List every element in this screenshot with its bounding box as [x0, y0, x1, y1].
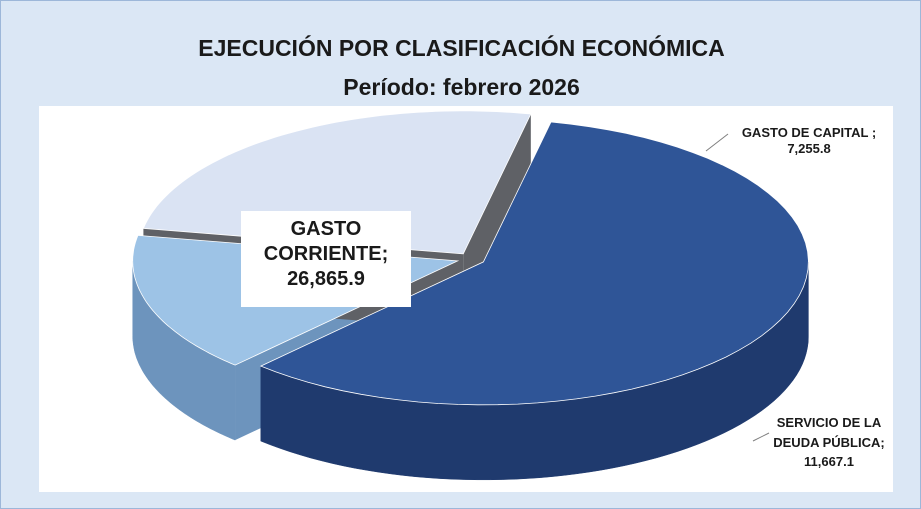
leader-line	[705, 133, 729, 152]
separator: ;	[880, 434, 885, 450]
chart-subtitle: Período: febrero 2026	[343, 74, 580, 100]
label-name: SERVICIO DE LA DEUDA PÚBLICA;	[763, 413, 895, 452]
separator: ;	[381, 243, 389, 265]
value-label: 26,865.9	[287, 268, 365, 290]
slice	[142, 110, 532, 255]
data-label: GASTO CORRIENTE; 26,865.9	[241, 211, 411, 307]
category-label: SERVICIO DE LA DEUDA PÚBLICA	[773, 415, 882, 450]
value-label: 11,667.1	[804, 454, 854, 469]
separator: ;	[871, 125, 877, 140]
value-label: 7,255.8	[787, 141, 831, 157]
label-name: GASTO DE CAPITAL ;	[719, 125, 899, 141]
leader-line	[752, 432, 770, 442]
chart-title: EJECUCIÓN POR CLASIFICACIÓN ECONÓMICA	[198, 35, 725, 61]
label-name: GASTO CORRIENTE;	[261, 217, 391, 267]
category-label: GASTO CORRIENTE	[263, 218, 382, 265]
category-label: GASTO DE CAPITAL	[741, 125, 869, 140]
data-label: SERVICIO DE LA DEUDA PÚBLICA; 11,667.1	[763, 413, 895, 472]
data-label: GASTO DE CAPITAL ; 7,255.8	[719, 125, 899, 158]
slice	[259, 121, 809, 406]
